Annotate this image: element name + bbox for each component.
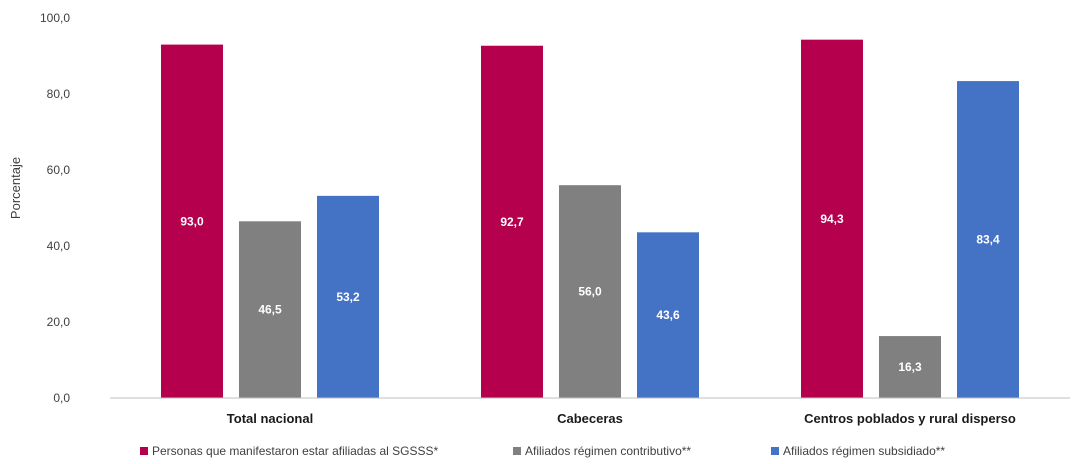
bar	[161, 44, 223, 398]
data-label: 83,4	[976, 233, 1000, 247]
y-tick-label: 80,0	[47, 87, 71, 101]
data-label: 46,5	[258, 303, 282, 317]
legend-label: Afiliados régimen subsidiado**	[783, 444, 945, 458]
category-label: Cabeceras	[557, 411, 623, 426]
y-tick-label: 20,0	[47, 315, 71, 329]
data-label: 43,6	[656, 308, 680, 322]
y-tick-label: 40,0	[47, 239, 71, 253]
bars	[161, 39, 1019, 399]
y-axis-title: Porcentaje	[8, 157, 23, 219]
y-tick-label: 100,0	[40, 11, 70, 25]
data-label: 53,2	[336, 290, 360, 304]
bar	[637, 232, 699, 398]
bar	[559, 185, 621, 398]
bar	[481, 45, 543, 399]
bar	[239, 221, 301, 398]
bar	[801, 39, 863, 398]
legend-label: Afiliados régimen contributivo**	[525, 444, 691, 458]
legend-swatch	[771, 447, 779, 455]
data-label: 56,0	[578, 285, 602, 299]
y-tick-label: 60,0	[47, 163, 71, 177]
legend-swatch	[140, 447, 148, 455]
y-axis-ticks: 0,0 20,0 40,0 60,0 80,0 100,0	[40, 11, 70, 405]
category-label: Total nacional	[227, 411, 313, 426]
category-labels: Total nacional Cabeceras Centros poblados …	[227, 411, 1016, 426]
data-labels: 93,0 46,5 53,2 92,7 56,0 43,6 94,3 16,3 83,4	[180, 212, 1000, 374]
data-label: 92,7	[500, 215, 524, 229]
bar	[879, 336, 941, 398]
legend: Personas que manifestaron estar afiliada…	[140, 444, 945, 458]
data-label: 16,3	[898, 360, 922, 374]
y-tick-label: 0,0	[53, 391, 70, 405]
legend-swatch	[513, 447, 521, 455]
category-label: Centros poblados y rural disperso	[804, 411, 1016, 426]
legend-label: Personas que manifestaron estar afiliada…	[152, 444, 438, 458]
bar	[317, 195, 379, 398]
bar	[957, 81, 1019, 398]
data-label: 93,0	[180, 214, 204, 228]
data-label: 94,3	[820, 212, 844, 226]
